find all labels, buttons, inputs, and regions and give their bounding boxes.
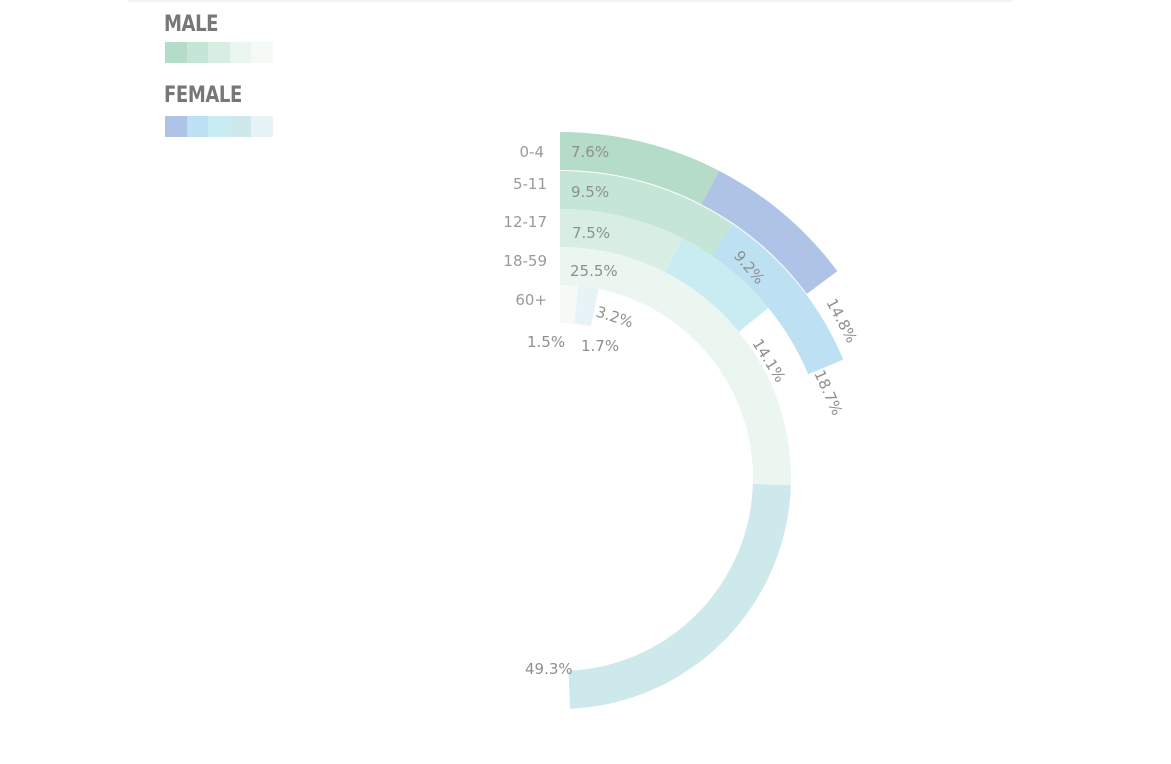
age-label-0-4: 0-4	[520, 143, 545, 161]
chart-arcs	[560, 132, 844, 709]
female-arc-18-59	[568, 484, 791, 709]
legend-female-swatches	[165, 116, 273, 137]
male-pct-60plus: 1.5%	[527, 333, 565, 351]
male-swatch-4	[251, 42, 273, 63]
male-pct-5-11: 9.5%	[571, 183, 609, 201]
male-arc-18-59	[560, 247, 791, 486]
male-pct-18-59: 25.5%	[570, 262, 618, 280]
male-pct-12-17: 7.5%	[572, 224, 610, 242]
male-arc-5-11	[560, 171, 733, 256]
female-swatch-2	[208, 116, 230, 137]
total-pct-18-59: 49.3%	[525, 660, 573, 678]
total-pct-12-17: 18.7%	[810, 367, 846, 418]
age-label-60plus: 60+	[515, 291, 547, 309]
age-label-5-11: 5-11	[513, 175, 547, 193]
female-arc-60+	[574, 285, 599, 327]
total-pct-60plus: 3.2%	[594, 303, 636, 332]
female-swatch-3	[229, 116, 252, 137]
female-arc-0-4	[701, 170, 838, 294]
age-label-12-17: 12-17	[503, 213, 547, 231]
legend-male-swatches	[165, 42, 273, 63]
female-pct-60plus: 1.7%	[581, 337, 619, 355]
male-swatch-0	[165, 42, 187, 63]
male-arc-60+	[560, 285, 579, 324]
female-swatch-0	[165, 116, 187, 137]
male-arc-0-4	[560, 132, 720, 205]
male-swatch-2	[208, 42, 230, 63]
male-swatch-3	[229, 42, 252, 63]
female-arc-5-11	[711, 224, 844, 375]
top-divider	[128, 0, 1012, 2]
male-arc-12-17	[560, 209, 683, 273]
male-swatch-1	[186, 42, 209, 63]
female-arc-12-17	[664, 238, 769, 332]
male-pct-0-4: 7.6%	[571, 143, 609, 161]
legend-male-title: MALE	[164, 12, 219, 37]
female-swatch-4	[251, 116, 273, 137]
age-label-18-59: 18-59	[503, 252, 547, 270]
female-swatch-1	[186, 116, 209, 137]
legend-female-title: FEMALE	[164, 83, 242, 108]
